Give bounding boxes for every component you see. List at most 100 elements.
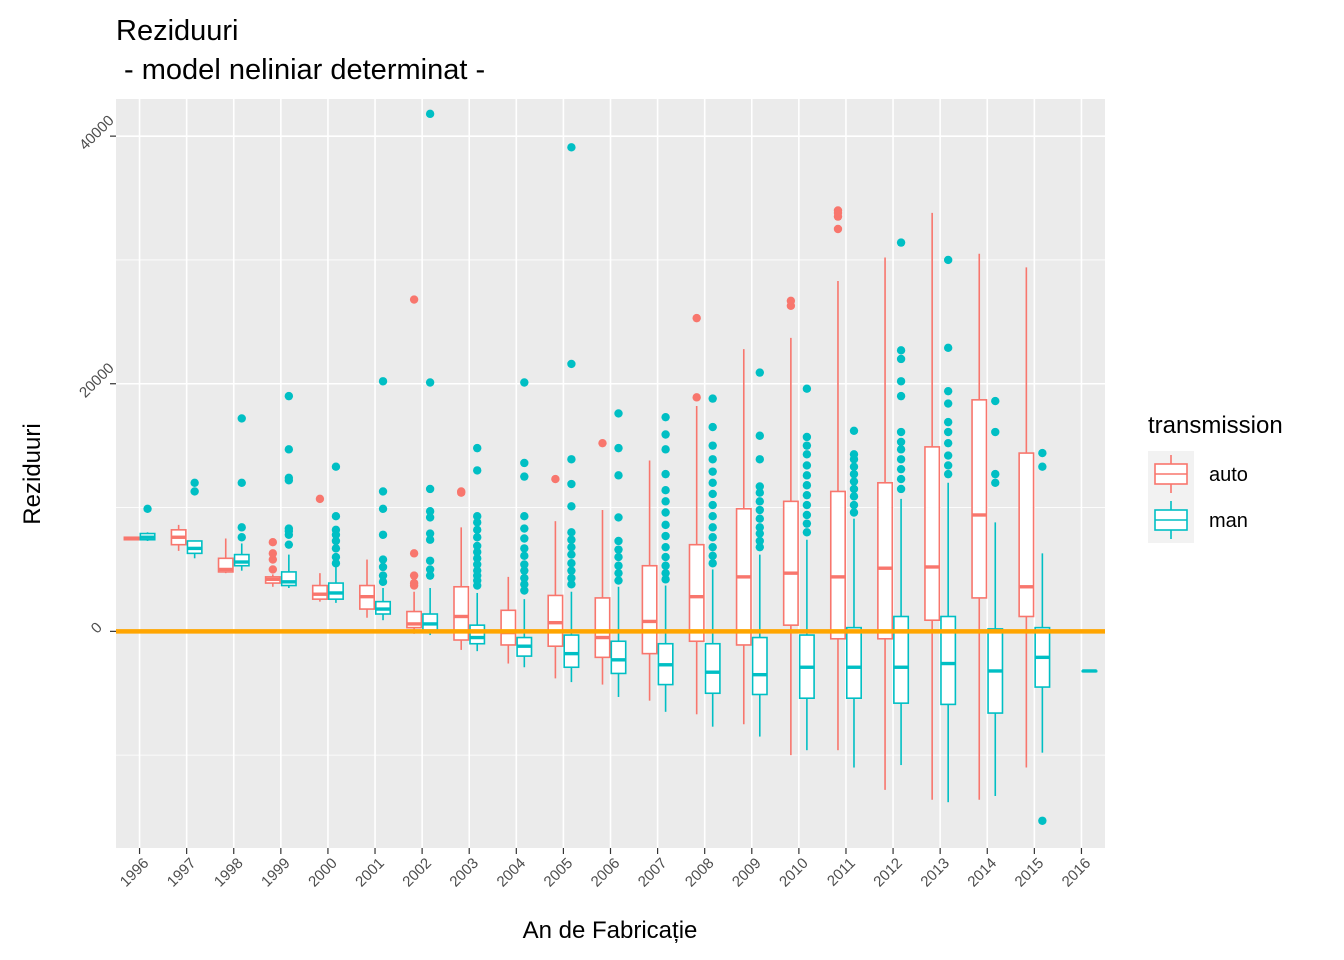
outlier-point: [190, 487, 199, 496]
outlier-point: [268, 555, 278, 564]
box-iqr: [1018, 452, 1035, 618]
outlier-point: [896, 427, 906, 437]
outlier-point: [331, 536, 341, 546]
outlier-point: [378, 555, 388, 564]
outlier-point: [520, 378, 529, 387]
outlier-point: [708, 523, 717, 532]
outlier-point: [473, 547, 482, 557]
outlier-point: [661, 469, 670, 479]
box-auto-1996: [123, 536, 140, 541]
x-tick-label: 2008: [682, 855, 718, 891]
outlier-point: [567, 143, 576, 152]
outlier-point: [943, 343, 953, 353]
legend-title: transmission: [1148, 412, 1283, 439]
outlier-point: [425, 556, 435, 565]
box-iqr: [893, 615, 910, 704]
outlier-point: [991, 478, 1000, 487]
box-iqr: [547, 594, 564, 648]
box-iqr: [594, 597, 611, 659]
chart-title-line1: Reziduuri: [116, 15, 239, 47]
x-axis: 1996 1997 1998 1999 2000 2001 2002 2003 2004 2005…: [117, 848, 1094, 891]
outlier-point: [755, 482, 764, 491]
x-tick-label: 2000: [305, 855, 341, 891]
outlier-point: [567, 559, 576, 568]
x-tick-label: 2007: [635, 855, 671, 891]
outlier-point: [661, 497, 670, 506]
outlier-point: [661, 561, 670, 570]
outlier-point: [661, 445, 670, 454]
outlier-point: [473, 533, 482, 542]
x-tick-label: 2002: [399, 855, 435, 891]
outlier-point: [896, 437, 906, 447]
box-auto-2010: [782, 296, 799, 756]
outlier-point: [567, 502, 576, 511]
outlier-point: [802, 384, 812, 393]
box-man-2007: [657, 412, 674, 712]
x-tick-label: 1997: [164, 855, 200, 891]
outlier-point: [896, 377, 906, 386]
outlier-point: [378, 377, 388, 386]
outlier-point: [567, 566, 576, 575]
outlier-point: [268, 538, 278, 547]
outlier-point: [473, 466, 482, 475]
outlier-point: [896, 391, 906, 401]
outlier-point: [802, 510, 812, 520]
y-tick-label: 40000: [76, 112, 118, 154]
outlier-point: [284, 391, 294, 401]
box-auto-2006: [594, 438, 611, 685]
outlier-point: [802, 500, 812, 510]
outlier-point: [614, 561, 623, 570]
outlier-point: [567, 528, 576, 537]
outlier-point: [425, 535, 435, 544]
outlier-point: [755, 542, 764, 552]
outlier-point: [1038, 462, 1047, 471]
box-auto-2014: [971, 253, 988, 800]
box-auto-2002: [406, 295, 423, 634]
box-auto-2013: [924, 212, 941, 800]
outlier-point: [943, 427, 953, 437]
box-iqr: [469, 624, 486, 645]
outlier-point: [378, 562, 388, 572]
box-iqr: [845, 626, 862, 699]
x-axis-title: An de Fabricație: [523, 917, 698, 944]
outlier-point: [520, 524, 529, 533]
outlier-point: [284, 445, 294, 454]
y-axis: 0 20000 40000: [76, 112, 118, 637]
outlier-point: [833, 224, 843, 234]
outlier-point: [473, 525, 482, 535]
outlier-point: [614, 552, 623, 562]
outlier-point: [802, 461, 812, 470]
outlier-point: [849, 450, 859, 459]
outlier-point: [237, 533, 246, 542]
outlier-point: [520, 573, 529, 583]
outlier-point: [661, 575, 670, 584]
outlier-point: [708, 559, 717, 568]
x-tick-label: 1999: [258, 855, 294, 891]
box-iqr: [327, 582, 344, 600]
outlier-point: [473, 566, 482, 575]
box-man-1999: [280, 391, 297, 589]
outlier-point: [425, 507, 435, 516]
x-tick-label: 1998: [211, 855, 247, 891]
outlier-point: [520, 551, 529, 561]
box-iqr: [877, 481, 894, 640]
outlier-point: [802, 490, 812, 500]
outlier-point: [786, 296, 796, 305]
y-tick-label: 0: [88, 619, 106, 637]
outlier-point: [331, 552, 341, 562]
x-tick-label: 2001: [352, 855, 388, 891]
outlier-point: [802, 519, 812, 528]
outlier-point: [708, 422, 717, 432]
box-auto-2008: [688, 313, 705, 715]
x-tick-label: 1996: [117, 855, 153, 891]
box-man-2011: [845, 426, 862, 768]
outlier-point: [237, 523, 246, 532]
outlier-point: [237, 414, 246, 423]
box-iqr: [453, 585, 470, 641]
box-man-2006: [610, 409, 627, 697]
outlier-point: [473, 554, 482, 563]
outlier-point: [190, 478, 199, 487]
x-tick-label: 2012: [870, 855, 906, 891]
box-series: [123, 109, 1098, 825]
outlier-point: [755, 455, 764, 464]
